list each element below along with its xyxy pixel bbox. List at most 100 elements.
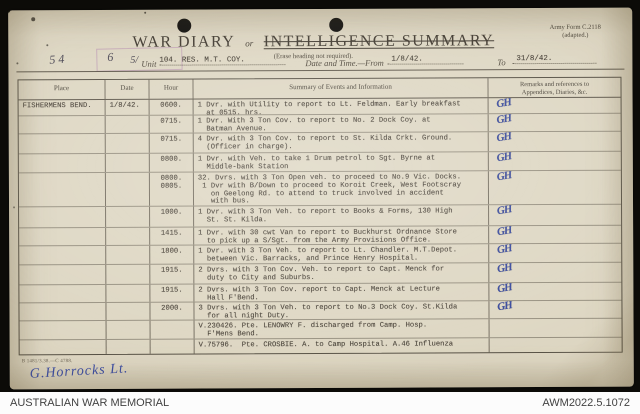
title-conjunction: or bbox=[245, 38, 254, 49]
table-body: FISHERMENS BEND. 1/8/42. 0600. 1 Dvr. with … bbox=[18, 97, 622, 355]
hour-text: 1800. bbox=[160, 247, 183, 256]
title-intelligence-summary-struck: INTELLIGENCE SUMMARY bbox=[263, 32, 495, 51]
summary-cell: 3 Dvrs. with 3 Ton Veh. to report to No.… bbox=[193, 301, 489, 320]
remarks-cell: GH bbox=[487, 97, 621, 114]
handwritten-initials: GH bbox=[496, 243, 513, 257]
summary-line: F'Mens Bend. bbox=[198, 330, 259, 339]
hour-cell: 1415. bbox=[149, 227, 194, 245]
hour-text: 1000. bbox=[160, 208, 183, 217]
date-cell bbox=[104, 153, 149, 172]
date-to-value: 31/8/42. bbox=[512, 54, 597, 65]
date-cell bbox=[105, 302, 150, 320]
summary-cell: 1 Dvr. with 3 Ton Veh. to report to Lt. … bbox=[193, 244, 489, 264]
war-diary-page: Army Form C.2118 (adapted.) WAR DIARY or… bbox=[8, 7, 634, 390]
remarks-cell: GH bbox=[487, 131, 621, 152]
place-cell bbox=[19, 116, 105, 133]
place-cell bbox=[19, 265, 105, 284]
remarks-cell: GH bbox=[488, 243, 622, 263]
header-place: Place bbox=[53, 84, 70, 93]
handwritten-initials: GH bbox=[496, 204, 513, 218]
place-text: FISHERMENS BEND. bbox=[22, 102, 92, 111]
unit-value: 104. RES. M.T. COY. bbox=[159, 56, 286, 66]
hour-cell: 0715. bbox=[148, 133, 193, 153]
handwritten-initials: GH bbox=[496, 282, 513, 296]
summary-cell: 1 Dvr. with Utility to report to Lt. Fel… bbox=[192, 98, 488, 115]
summary-line: (Officer in charge). bbox=[197, 142, 293, 152]
remarks-cell: GH bbox=[488, 262, 622, 283]
place-cell bbox=[19, 154, 105, 172]
remarks-cell: GH bbox=[487, 113, 621, 132]
date-cell bbox=[105, 206, 150, 227]
handwritten-initials: GH bbox=[495, 151, 513, 165]
place-cell bbox=[19, 303, 105, 320]
header-remarks-line2: Appendices, Diaries, &c. bbox=[521, 88, 588, 96]
summary-cell: 1 Dvr. With 3 Ton Cov. to report to No. … bbox=[192, 114, 488, 133]
date-cell bbox=[104, 115, 149, 133]
summary-cell: V.75796. Pte. CROSBIE. A. to Camp Hospit… bbox=[193, 338, 489, 354]
table-row: V.75796. Pte. CROSBIE. A. to Camp Hospit… bbox=[20, 337, 622, 355]
place-cell bbox=[19, 173, 105, 206]
table-header-row: Place Date Hour Summary of Events and In… bbox=[18, 77, 621, 101]
remarks-cell: GH bbox=[487, 170, 622, 205]
hour-text: 1915. bbox=[160, 266, 183, 275]
hour-cell: 1000. bbox=[149, 206, 194, 227]
remarks-cell: GH bbox=[488, 225, 622, 244]
remarks-cell bbox=[488, 337, 622, 353]
handwritten-number-54: 54 bbox=[48, 51, 68, 67]
hour-cell: 0800. bbox=[148, 153, 193, 172]
date-cell bbox=[105, 245, 150, 264]
summary-cell: 1 Dvr. with 30 cwt Van to report to Buck… bbox=[193, 226, 489, 245]
place-cell bbox=[20, 340, 106, 354]
header-hour: Hour bbox=[148, 79, 193, 99]
handwritten-prefix-5: 5/ bbox=[130, 54, 139, 66]
officer-signature: G.Horrocks Lt. bbox=[29, 361, 129, 382]
hour-text: 0715. bbox=[160, 117, 182, 126]
summary-cell: 2 Dvrs. with 3 Ton Cov. Veh. to report t… bbox=[193, 263, 489, 284]
handwritten-initials: GH bbox=[495, 170, 513, 184]
unit-label: Unit bbox=[141, 58, 157, 69]
hour-cell: 2000. bbox=[149, 302, 194, 320]
hole-punch-right bbox=[329, 17, 344, 32]
hour-text: 0715. bbox=[160, 135, 183, 144]
summary-line: Hall F'Bend. bbox=[198, 294, 259, 302]
hour-text: 0600. bbox=[160, 101, 182, 110]
remarks-cell: GH bbox=[488, 204, 622, 226]
summary-cell: 1 Dvr. with 3 Ton Veh. to report to Book… bbox=[193, 205, 489, 227]
date-cell bbox=[104, 133, 149, 153]
archive-label: AUSTRALIAN WAR MEMORIAL bbox=[10, 397, 170, 409]
archive-reference: AWM2022.5.1072 bbox=[542, 397, 630, 409]
header-summary: Summary of Events and Information bbox=[192, 78, 488, 99]
remarks-cell: GH bbox=[487, 151, 621, 171]
handwritten-initials: GH bbox=[496, 300, 513, 314]
summary-line: with bus. bbox=[197, 197, 250, 206]
handwritten-initials: GH bbox=[495, 113, 512, 127]
place-cell: FISHERMENS BEND. bbox=[19, 100, 105, 115]
handwritten-initials: GH bbox=[495, 97, 512, 111]
hour-cell: 1800. bbox=[149, 245, 194, 264]
summary-line: between Vic. Barracks, and Prince Henry … bbox=[198, 254, 419, 264]
table-row: 0800. 0805. 32. Dvrs. with 3 Ton Open veh.… bbox=[18, 170, 622, 208]
table-row: 0800. 1 Dvr. with Veh. to take 1 Drum pet… bbox=[18, 151, 621, 174]
hole-punch-left bbox=[177, 18, 192, 33]
date-cell bbox=[105, 339, 150, 354]
table-row: 0715. 4 Dvr. with 3 Ton Cov. to report to… bbox=[18, 131, 621, 155]
hour-cell bbox=[149, 339, 194, 354]
summary-line: St. St. Kilda. bbox=[198, 216, 268, 225]
hour-cell: 0800. 0805. bbox=[148, 172, 194, 206]
printers-code: B 1481/3.38.—C 4788. bbox=[21, 359, 73, 365]
summary-line: duty to City and Suburbs. bbox=[198, 273, 315, 283]
date-time-from-label: Date and Time.—From bbox=[305, 57, 384, 69]
hour-cell: 1915. bbox=[149, 264, 194, 284]
date-from-value: 1/8/42. bbox=[387, 55, 464, 65]
date-cell bbox=[105, 264, 150, 284]
hour-text: 0805. bbox=[160, 182, 183, 191]
place-cell bbox=[20, 321, 106, 339]
hour-cell: 0600. bbox=[148, 99, 193, 115]
table-row: 1800. 1 Dvr. with 3 Ton Veh. to report to… bbox=[19, 243, 622, 266]
to-label: To bbox=[497, 57, 506, 68]
place-cell bbox=[19, 134, 105, 153]
remarks-cell bbox=[488, 318, 622, 338]
summary-line: V.75796. Pte. CROSBIE. A. to Camp Hospit… bbox=[198, 340, 454, 350]
remarks-cell: GH bbox=[488, 300, 622, 319]
hour-text: 0800. bbox=[160, 155, 183, 164]
